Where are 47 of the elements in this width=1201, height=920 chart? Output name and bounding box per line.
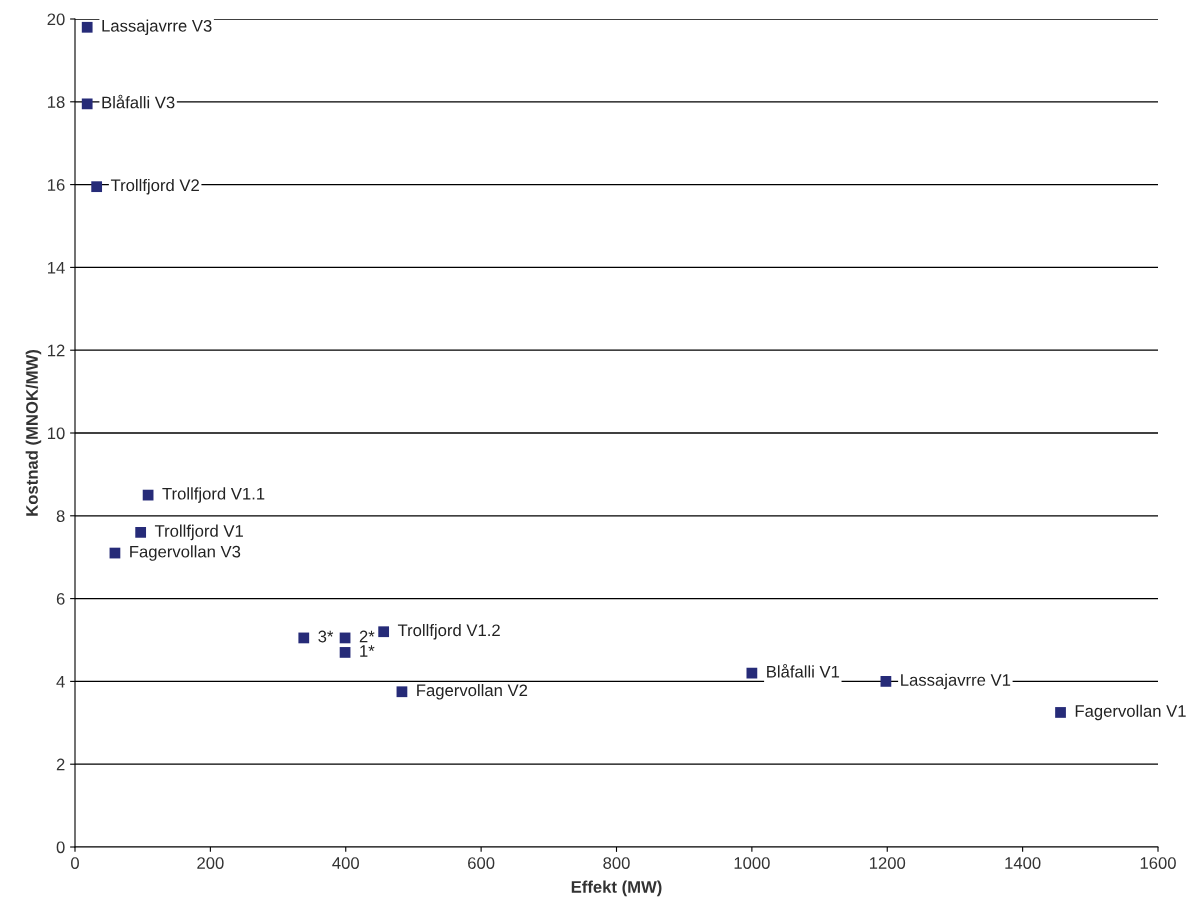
annotation: Fagervollan V2 [417,683,528,700]
annotation: Trollfjord V1.1 [162,487,265,503]
annotation: Blåfalli V3 [102,94,175,109]
x-tick-label: 1600 [1140,857,1176,869]
annotation: 1* [360,645,375,657]
point [298,632,310,644]
annotation: Lassajavrre V1 [901,673,1011,690]
y-tick-label: 20 [47,13,65,26]
x-tick-label: 400 [332,857,359,869]
x-tick-label: 600 [468,857,495,869]
point [880,676,892,687]
annotation: Lassajavrre V3 [102,19,212,36]
x-tick-label: 0 [71,857,79,869]
point [396,686,408,698]
annotation: Fagervollan V1 [1075,704,1186,721]
point [81,98,93,110]
y-tick-label: 14 [48,261,65,274]
y-tick-label: 0 [56,841,65,854]
y-tick-label: 18 [48,96,65,108]
annotation: Blåfalli V1 [767,663,840,678]
point [339,647,351,658]
x-tick-label: 200 [197,857,224,869]
y-axis-title: Kostnad (MNOK/MW) [25,350,42,516]
annotation: 2* [359,630,375,643]
x-tick-label: 1000 [734,857,770,869]
x-axis-title: Effekt (MW) [571,880,662,897]
point [81,21,93,33]
y-tick-label: 10 [48,427,65,440]
annotation: 3* [318,630,334,643]
point [1055,707,1066,718]
y-tick-label: 6 [56,593,65,605]
y-tick-label: 2 [56,758,65,771]
point [746,667,758,679]
y-tick-label: 8 [56,510,65,522]
point [135,526,147,538]
x-tick-label: 800 [603,857,630,869]
point [378,626,390,638]
x-tick-label: 1200 [869,857,906,869]
annotation: Trollfjord V1 [154,524,243,541]
y-tick-label: 16 [48,179,65,191]
y-tick-label: 12 [48,344,65,357]
y-tick-label: 4 [56,675,65,688]
point [91,181,103,193]
annotation: Trollfjord V1.2 [397,623,500,640]
x-tick-label: 1400 [1005,857,1041,869]
annotation: Fagervollan V3 [130,545,241,561]
annotation: Trollfjord V2 [110,178,199,195]
